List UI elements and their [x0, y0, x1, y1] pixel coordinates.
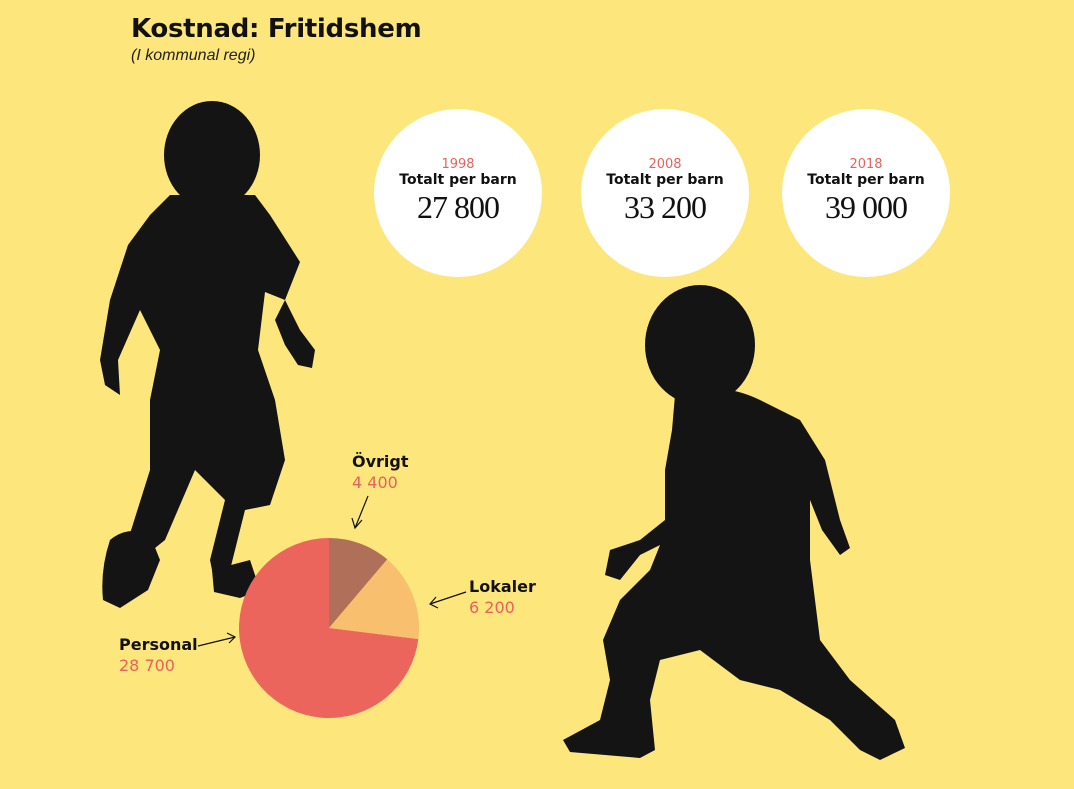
year-label: 1998 [441, 157, 475, 172]
total-value: 39 000 [825, 189, 908, 225]
slice-label-ovrigt: Övrigt [352, 452, 409, 471]
year-label: 2008 [648, 157, 682, 172]
personal-arrowhead [226, 632, 237, 644]
pie-slice-personal [239, 538, 419, 718]
total-value: 27 800 [417, 189, 500, 225]
year-label: 2018 [849, 157, 883, 172]
lokaler-arrow [429, 591, 467, 605]
pie-slice-lokaler [329, 559, 420, 640]
slice-value-personal: 28 700 [119, 656, 175, 675]
pie-slice--vrigt [329, 538, 388, 628]
total-value: 33 200 [624, 189, 707, 225]
total-label: Totalt per barn [807, 172, 925, 188]
leader-arrows [197, 495, 467, 647]
ovrigt-arrow [354, 495, 369, 529]
slice-label-personal: Personal [119, 635, 198, 654]
total-circle-2008: 2008 Totalt per barn 33 200 [581, 109, 749, 277]
page-title: Kostnad: Fritidshem [131, 14, 422, 44]
total-label: Totalt per barn [399, 172, 517, 188]
slice-value-lokaler: 6 200 [469, 598, 515, 617]
slice-value-ovrigt: 4 400 [352, 473, 398, 492]
ovrigt-arrowhead [351, 517, 363, 530]
lokaler-arrowhead [429, 596, 439, 609]
right-child-silhouette [563, 285, 905, 760]
slice-label-lokaler: Lokaler [469, 577, 536, 596]
personal-arrow [197, 636, 236, 647]
left-child-silhouette [100, 101, 315, 608]
total-circle-2018: 2018 Totalt per barn 39 000 [782, 109, 950, 277]
cost-pie-chart [239, 538, 420, 718]
total-label: Totalt per barn [606, 172, 724, 188]
page-subtitle: (I kommunal regi) [131, 47, 256, 64]
total-circle-1998: 1998 Totalt per barn 27 800 [374, 109, 542, 277]
